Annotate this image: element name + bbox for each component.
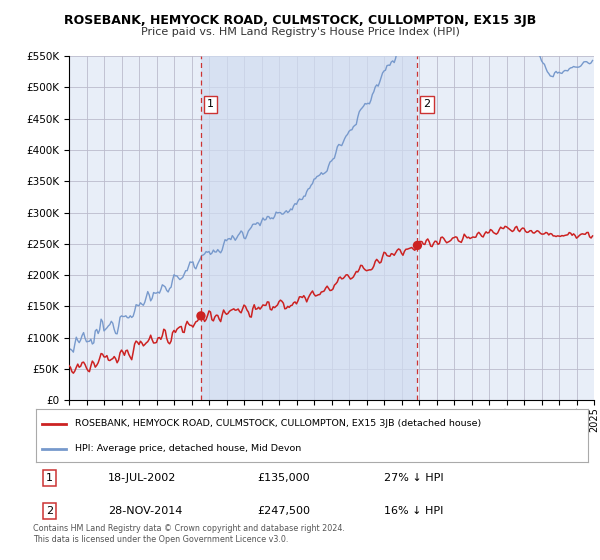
Text: ROSEBANK, HEMYOCK ROAD, CULMSTOCK, CULLOMPTON, EX15 3JB (detached house): ROSEBANK, HEMYOCK ROAD, CULMSTOCK, CULLO…	[74, 419, 481, 428]
Text: 28-NOV-2014: 28-NOV-2014	[108, 506, 182, 516]
Text: 16% ↓ HPI: 16% ↓ HPI	[384, 506, 443, 516]
Text: 2: 2	[46, 506, 53, 516]
Text: 2: 2	[424, 99, 431, 109]
Text: 27% ↓ HPI: 27% ↓ HPI	[384, 473, 443, 483]
Text: £135,000: £135,000	[257, 473, 310, 483]
Point	[196, 311, 206, 320]
Point	[413, 241, 422, 250]
Text: HPI: Average price, detached house, Mid Devon: HPI: Average price, detached house, Mid …	[74, 444, 301, 453]
Text: 1: 1	[207, 99, 214, 109]
Bar	[201, 56, 418, 400]
Text: Price paid vs. HM Land Registry's House Price Index (HPI): Price paid vs. HM Land Registry's House …	[140, 27, 460, 37]
Text: Contains HM Land Registry data © Crown copyright and database right 2024.: Contains HM Land Registry data © Crown c…	[33, 524, 345, 533]
Text: 18-JUL-2002: 18-JUL-2002	[108, 473, 176, 483]
Text: ROSEBANK, HEMYOCK ROAD, CULMSTOCK, CULLOMPTON, EX15 3JB: ROSEBANK, HEMYOCK ROAD, CULMSTOCK, CULLO…	[64, 14, 536, 27]
Text: £247,500: £247,500	[257, 506, 310, 516]
Text: 1: 1	[46, 473, 53, 483]
Text: This data is licensed under the Open Government Licence v3.0.: This data is licensed under the Open Gov…	[33, 535, 289, 544]
